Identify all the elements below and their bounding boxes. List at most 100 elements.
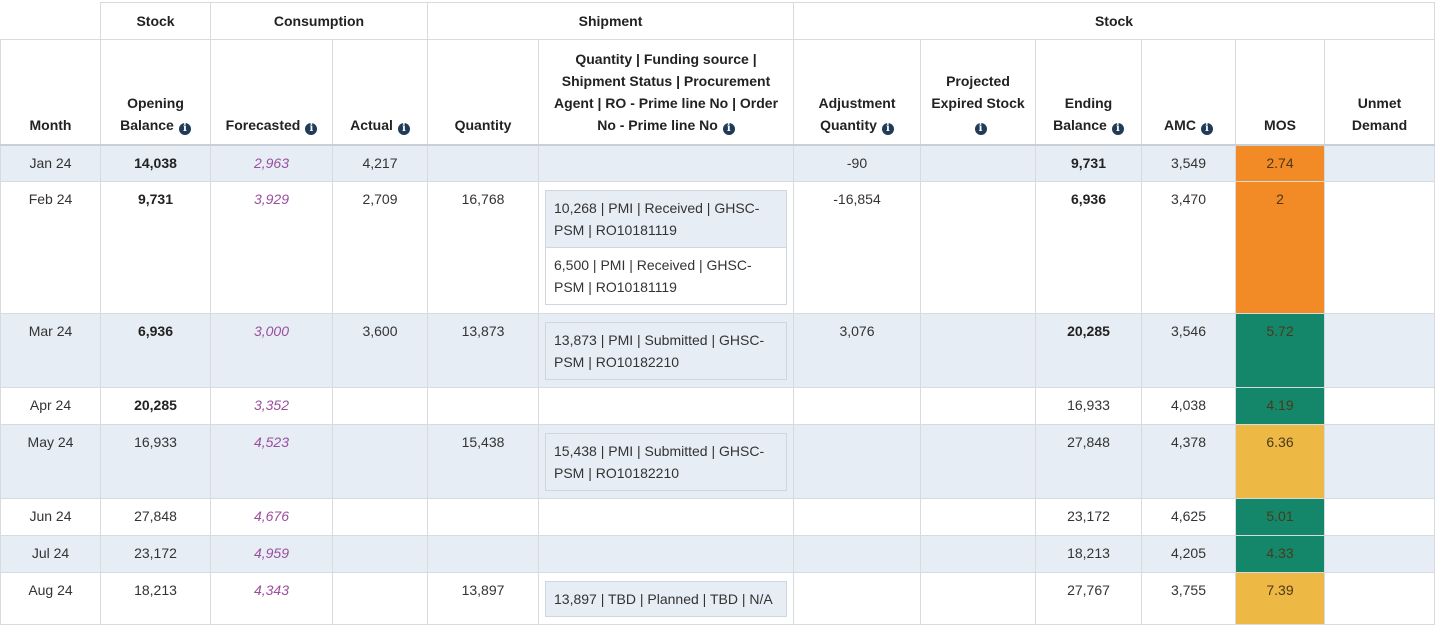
month-cell: Feb 24 <box>0 181 101 314</box>
column-header-adjustment-quantity: Adjustment Quantity i <box>793 39 921 146</box>
projected-expired-stock-cell <box>920 572 1036 625</box>
unmet-demand-cell <box>1323 144 1436 182</box>
adjustment-quantity-cell <box>793 535 921 573</box>
column-header-label: Month <box>29 116 72 133</box>
shipment-entry[interactable]: 10,268 | PMI | Received | GHSC-PSM | RO1… <box>545 190 787 248</box>
adjustment-quantity-cell <box>793 572 921 625</box>
column-header-label: Quantity <box>454 116 512 133</box>
info-icon[interactable]: i <box>722 122 735 135</box>
table-row: Jun 24 27,848 4,676 23,172 4,625 5.01 <box>0 498 1436 536</box>
shipment-entry[interactable]: 13,897 | TBD | Planned | TBD | N/A <box>545 581 787 617</box>
group-header-row: Stock Consumption Shipment Stock <box>0 2 1436 40</box>
info-icon[interactable]: i <box>397 122 410 135</box>
ending-balance-cell: 27,848 <box>1035 424 1142 499</box>
group-header-blank <box>0 2 101 40</box>
column-header-label: MOS <box>1264 116 1296 133</box>
month-cell: Aug 24 <box>0 572 101 625</box>
shipment-details-cell: 10,268 | PMI | Received | GHSC-PSM | RO1… <box>538 181 794 314</box>
adjustment-quantity-cell: -16,854 <box>793 181 921 314</box>
actual-cell <box>332 498 428 536</box>
shipment-details-cell: 13,873 | PMI | Submitted | GHSC-PSM | RO… <box>538 313 794 388</box>
shipment-details-cell <box>538 535 794 573</box>
adjustment-quantity-cell <box>793 498 921 536</box>
info-icon[interactable]: i <box>178 122 191 135</box>
opening-balance-cell: 16,933 <box>100 424 211 499</box>
info-icon[interactable]: i <box>1200 122 1213 135</box>
table-row: Mar 24 6,936 3,000 3,600 13,873 13,873 | PMI … <box>0 313 1436 388</box>
column-header-quantity: Quantity <box>427 39 539 146</box>
shipment-details-cell: 13,897 | TBD | Planned | TBD | N/A <box>538 572 794 625</box>
adjustment-quantity-cell <box>793 387 921 425</box>
opening-balance-cell: 14,038 <box>100 144 211 182</box>
info-icon[interactable]: i <box>305 122 318 135</box>
shipment-details-cell <box>538 144 794 182</box>
amc-cell: 3,470 <box>1141 181 1236 314</box>
shipment-entry[interactable]: 6,500 | PMI | Received | GHSC-PSM | RO10… <box>545 248 787 305</box>
actual-cell <box>332 572 428 625</box>
opening-balance-cell: 9,731 <box>100 181 211 314</box>
unmet-demand-cell <box>1323 181 1436 314</box>
forecasted-cell: 4,676 <box>210 498 333 536</box>
column-header-quantity-funding-source-shipment-status-: Quantity | Funding source | Shipment Sta… <box>538 39 794 146</box>
table-row: Apr 24 20,285 3,352 16,933 4,038 4.19 <box>0 387 1436 425</box>
column-header-label: Adjustment Quantity <box>818 94 896 133</box>
adjustment-quantity-cell <box>793 424 921 499</box>
forecasted-cell: 2,963 <box>210 144 333 182</box>
forecasted-cell: 4,523 <box>210 424 333 499</box>
amc-cell: 4,378 <box>1141 424 1236 499</box>
unmet-demand-cell <box>1323 387 1436 425</box>
unmet-demand-cell <box>1323 535 1436 573</box>
opening-balance-cell: 27,848 <box>100 498 211 536</box>
actual-cell: 4,217 <box>332 144 428 182</box>
shipment-details-cell <box>538 387 794 425</box>
column-header-amc: AMC i <box>1141 39 1236 146</box>
column-header-mos: MOS <box>1235 39 1325 146</box>
column-header-label: Quantity | Funding source | Shipment Sta… <box>553 50 779 133</box>
shipment-entry[interactable]: 13,873 | PMI | Submitted | GHSC-PSM | RO… <box>545 322 787 380</box>
forecasted-cell: 4,959 <box>210 535 333 573</box>
month-cell: Jan 24 <box>0 144 101 182</box>
mos-cell: 6.36 <box>1235 424 1325 499</box>
actual-cell: 2,709 <box>332 181 428 314</box>
info-icon[interactable]: i <box>974 122 987 135</box>
projected-expired-stock-cell <box>920 498 1036 536</box>
column-header-label: Actual <box>350 116 393 133</box>
column-header-label: AMC <box>1164 116 1196 133</box>
ending-balance-cell: 9,731 <box>1035 144 1142 182</box>
adjustment-quantity-cell: 3,076 <box>793 313 921 388</box>
projected-expired-stock-cell <box>920 181 1036 314</box>
table-row: Aug 24 18,213 4,343 13,897 13,897 | TBD | Pl… <box>0 572 1436 625</box>
shipment-quantity-cell: 13,897 <box>427 572 539 625</box>
column-header-ending-balance: Ending Balance i <box>1035 39 1142 146</box>
opening-balance-cell: 23,172 <box>100 535 211 573</box>
ending-balance-cell: 27,767 <box>1035 572 1142 625</box>
mos-cell: 2 <box>1235 181 1325 314</box>
info-icon[interactable]: i <box>881 122 894 135</box>
ending-balance-cell: 18,213 <box>1035 535 1142 573</box>
unmet-demand-cell <box>1323 498 1436 536</box>
mos-cell: 7.39 <box>1235 572 1325 625</box>
table-row: Jul 24 23,172 4,959 18,213 4,205 4.33 <box>0 535 1436 573</box>
column-header-unmet-demand: Unmet Demand <box>1323 39 1436 146</box>
shipment-details-cell: 15,438 | PMI | Submitted | GHSC-PSM | RO… <box>538 424 794 499</box>
forecasted-cell: 3,929 <box>210 181 333 314</box>
shipment-entry[interactable]: 15,438 | PMI | Submitted | GHSC-PSM | RO… <box>545 433 787 491</box>
shipment-quantity-cell <box>427 144 539 182</box>
amc-cell: 3,546 <box>1141 313 1236 388</box>
column-header-label: Unmet Demand <box>1351 94 1408 133</box>
column-header-label: Projected Expired Stock <box>931 72 1025 111</box>
column-header-opening-balance: Opening Balance i <box>100 39 211 146</box>
shipment-quantity-cell <box>427 498 539 536</box>
shipment-quantity-cell <box>427 387 539 425</box>
projected-expired-stock-cell <box>920 144 1036 182</box>
unmet-demand-cell <box>1323 424 1436 499</box>
shipment-quantity-cell <box>427 535 539 573</box>
shipment-quantity-cell: 13,873 <box>427 313 539 388</box>
adjustment-quantity-cell: -90 <box>793 144 921 182</box>
month-cell: May 24 <box>0 424 101 499</box>
table-row: Jan 24 14,038 2,963 4,217 -90 9,731 3,549 2.74 <box>0 144 1436 182</box>
shipment-quantity-cell: 16,768 <box>427 181 539 314</box>
shipment-details-cell <box>538 498 794 536</box>
projected-expired-stock-cell <box>920 424 1036 499</box>
info-icon[interactable]: i <box>1111 122 1124 135</box>
